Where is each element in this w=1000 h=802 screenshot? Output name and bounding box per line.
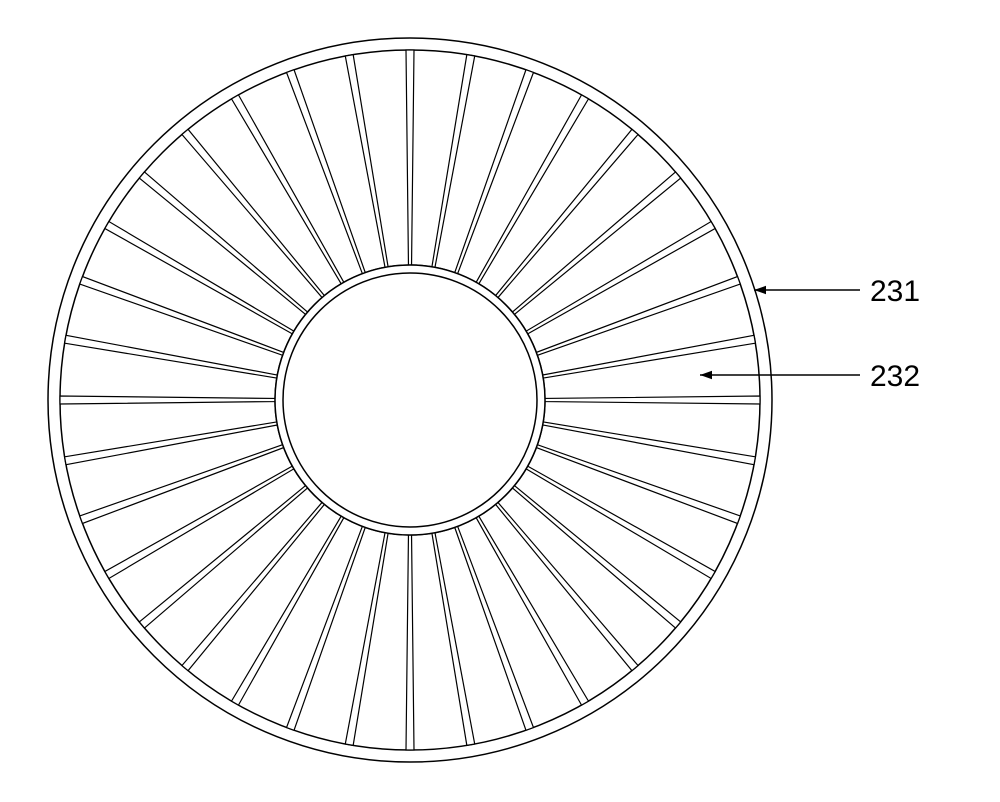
inner-ring-cover [275,265,545,535]
callout-label-232: 232 [870,360,920,394]
blade [60,396,275,404]
callout-label-231: 231 [870,275,920,309]
diagram-svg [0,0,1000,802]
callout-arrowhead [700,371,712,379]
blade [545,396,760,404]
blade [406,50,414,265]
diagram-canvas: 231 232 [0,0,1000,802]
blade [406,535,414,750]
